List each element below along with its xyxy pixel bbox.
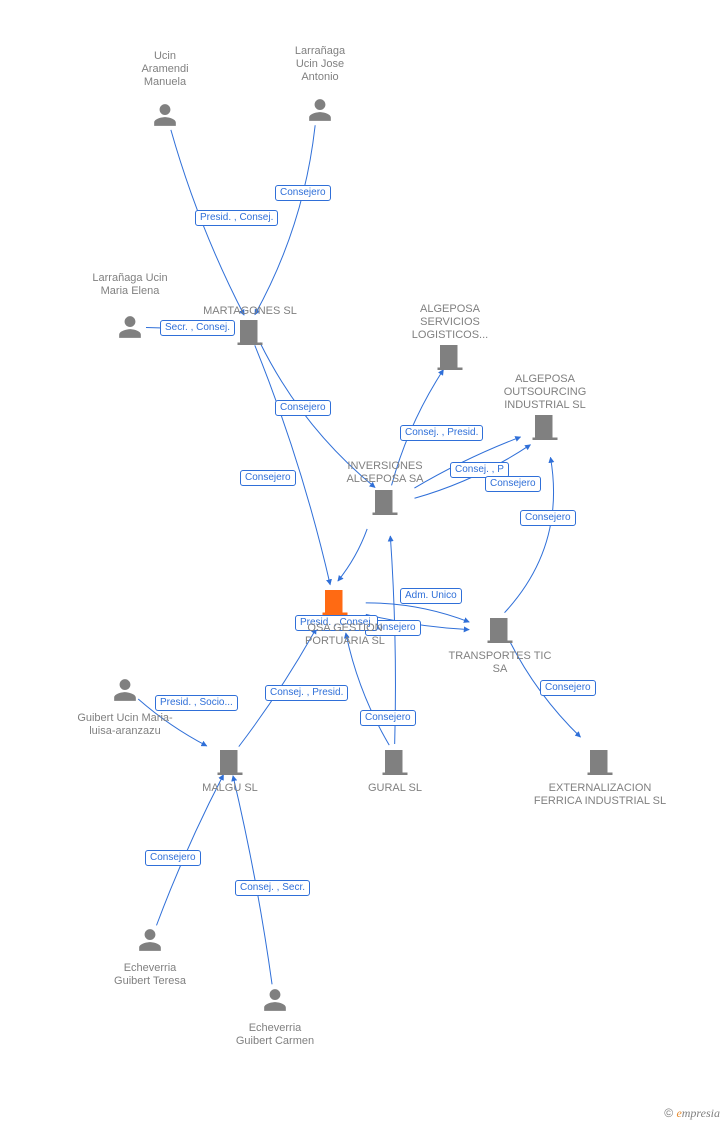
edge — [509, 641, 580, 737]
brand-rest: mpresia — [682, 1106, 720, 1120]
edge — [415, 445, 531, 499]
edge — [156, 775, 223, 926]
edge — [390, 536, 395, 744]
edge — [414, 437, 520, 488]
watermark: © empresia — [664, 1106, 720, 1121]
edge — [505, 457, 554, 612]
edge — [346, 633, 389, 745]
copyright-symbol: © — [664, 1106, 673, 1120]
edge — [171, 130, 244, 315]
edge — [338, 529, 367, 581]
edge — [239, 628, 316, 746]
edge — [146, 327, 216, 329]
edge — [255, 125, 315, 315]
edge — [255, 345, 330, 584]
edge — [233, 776, 272, 985]
edge — [392, 370, 444, 486]
edge — [366, 603, 470, 622]
edges-layer — [0, 0, 728, 1125]
edge — [260, 343, 375, 488]
edge — [138, 699, 207, 746]
